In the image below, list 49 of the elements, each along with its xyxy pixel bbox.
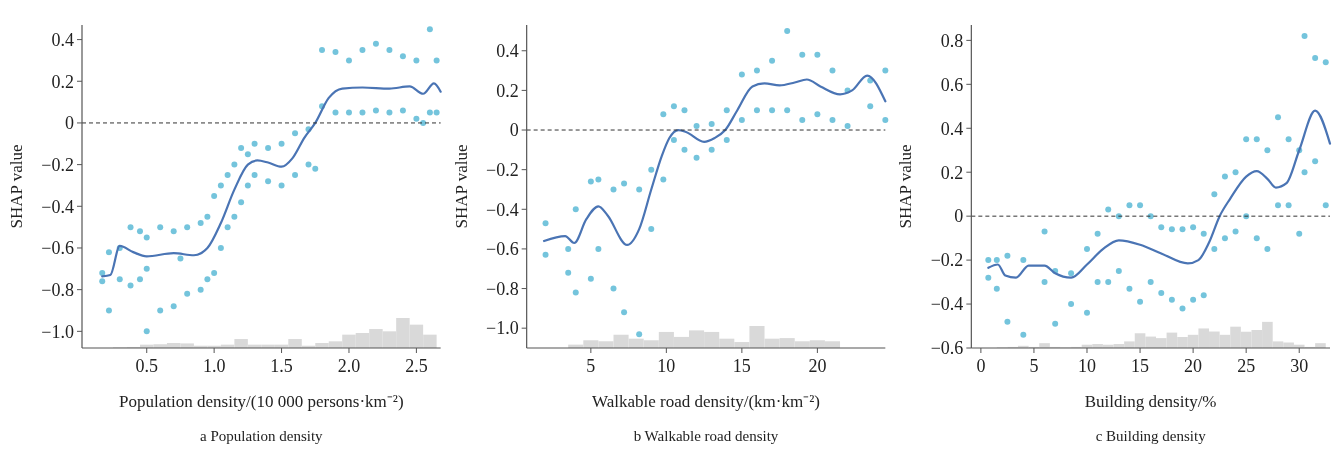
y-tick-label: 0	[954, 206, 964, 227]
x-tick-label: 25	[1237, 356, 1256, 376]
y-tick-label: −0.6	[486, 239, 519, 260]
y-tick-label: −0.2	[41, 154, 74, 175]
x-axis-title: Walkable road density/(km·km⁻²)	[592, 392, 820, 411]
y-tick-label: −1.0	[486, 318, 519, 339]
y-tick-label: −0.4	[486, 199, 519, 220]
y-tick-label: 0.2	[940, 162, 964, 183]
y-tick-label: 0	[509, 120, 519, 141]
text: c Building density	[1095, 428, 1207, 444]
x-tick-label: 2.0	[337, 356, 361, 376]
y-tick-label: −0.8	[486, 278, 519, 299]
y-tick-label: 0.2	[51, 71, 74, 92]
y-tick-label: −0.2	[486, 159, 519, 180]
x-tick-label: 5	[586, 356, 596, 376]
y-tick-label: 0.4	[496, 41, 519, 62]
y-axis-title: SHAP value	[451, 144, 471, 229]
y-tick-label: −0.6	[41, 238, 74, 259]
y-tick-label: 0	[65, 113, 74, 134]
x-tick-label: 1.5	[270, 356, 293, 376]
x-tick-label: 20	[808, 356, 827, 376]
y-tick-label: 0.4	[51, 29, 74, 50]
x-tick-label: 15	[732, 356, 751, 376]
y-axis-title: SHAP value	[7, 144, 26, 229]
y-tick-label: −0.6	[930, 338, 964, 359]
y-axis-title: SHAP value	[896, 144, 916, 229]
x-tick-label: 2.5	[405, 356, 428, 376]
x-tick-label: 15	[1131, 356, 1150, 376]
y-tick-label: 0.8	[940, 30, 964, 51]
y-tick-label: 0.6	[940, 74, 964, 95]
text: a Population density	[200, 428, 324, 444]
y-tick-label: −0.4	[930, 294, 964, 315]
y-tick-label: −1.0	[41, 321, 74, 342]
x-tick-label: 5	[1029, 356, 1039, 376]
x-tick-label: 30	[1290, 356, 1309, 376]
x-tick-label: 0.5	[135, 356, 158, 376]
x-tick-label: 20	[1184, 356, 1203, 376]
x-tick-label: 10	[1078, 356, 1096, 376]
y-tick-label: −0.8	[41, 279, 74, 300]
y-tick-label: 0.2	[496, 80, 519, 101]
y-tick-label: 0.4	[940, 118, 964, 139]
y-tick-label: −0.4	[41, 196, 74, 217]
text: b Walkable road density	[633, 428, 779, 444]
x-axis-title: Population density/(10 000 persons·km⁻²)	[119, 392, 404, 411]
x-tick-label: 0	[976, 356, 986, 376]
x-tick-label: 10	[657, 356, 676, 376]
x-tick-label: 1.0	[202, 356, 226, 376]
y-tick-label: −0.2	[930, 250, 964, 271]
x-axis-title: Building density/%	[1084, 392, 1217, 411]
